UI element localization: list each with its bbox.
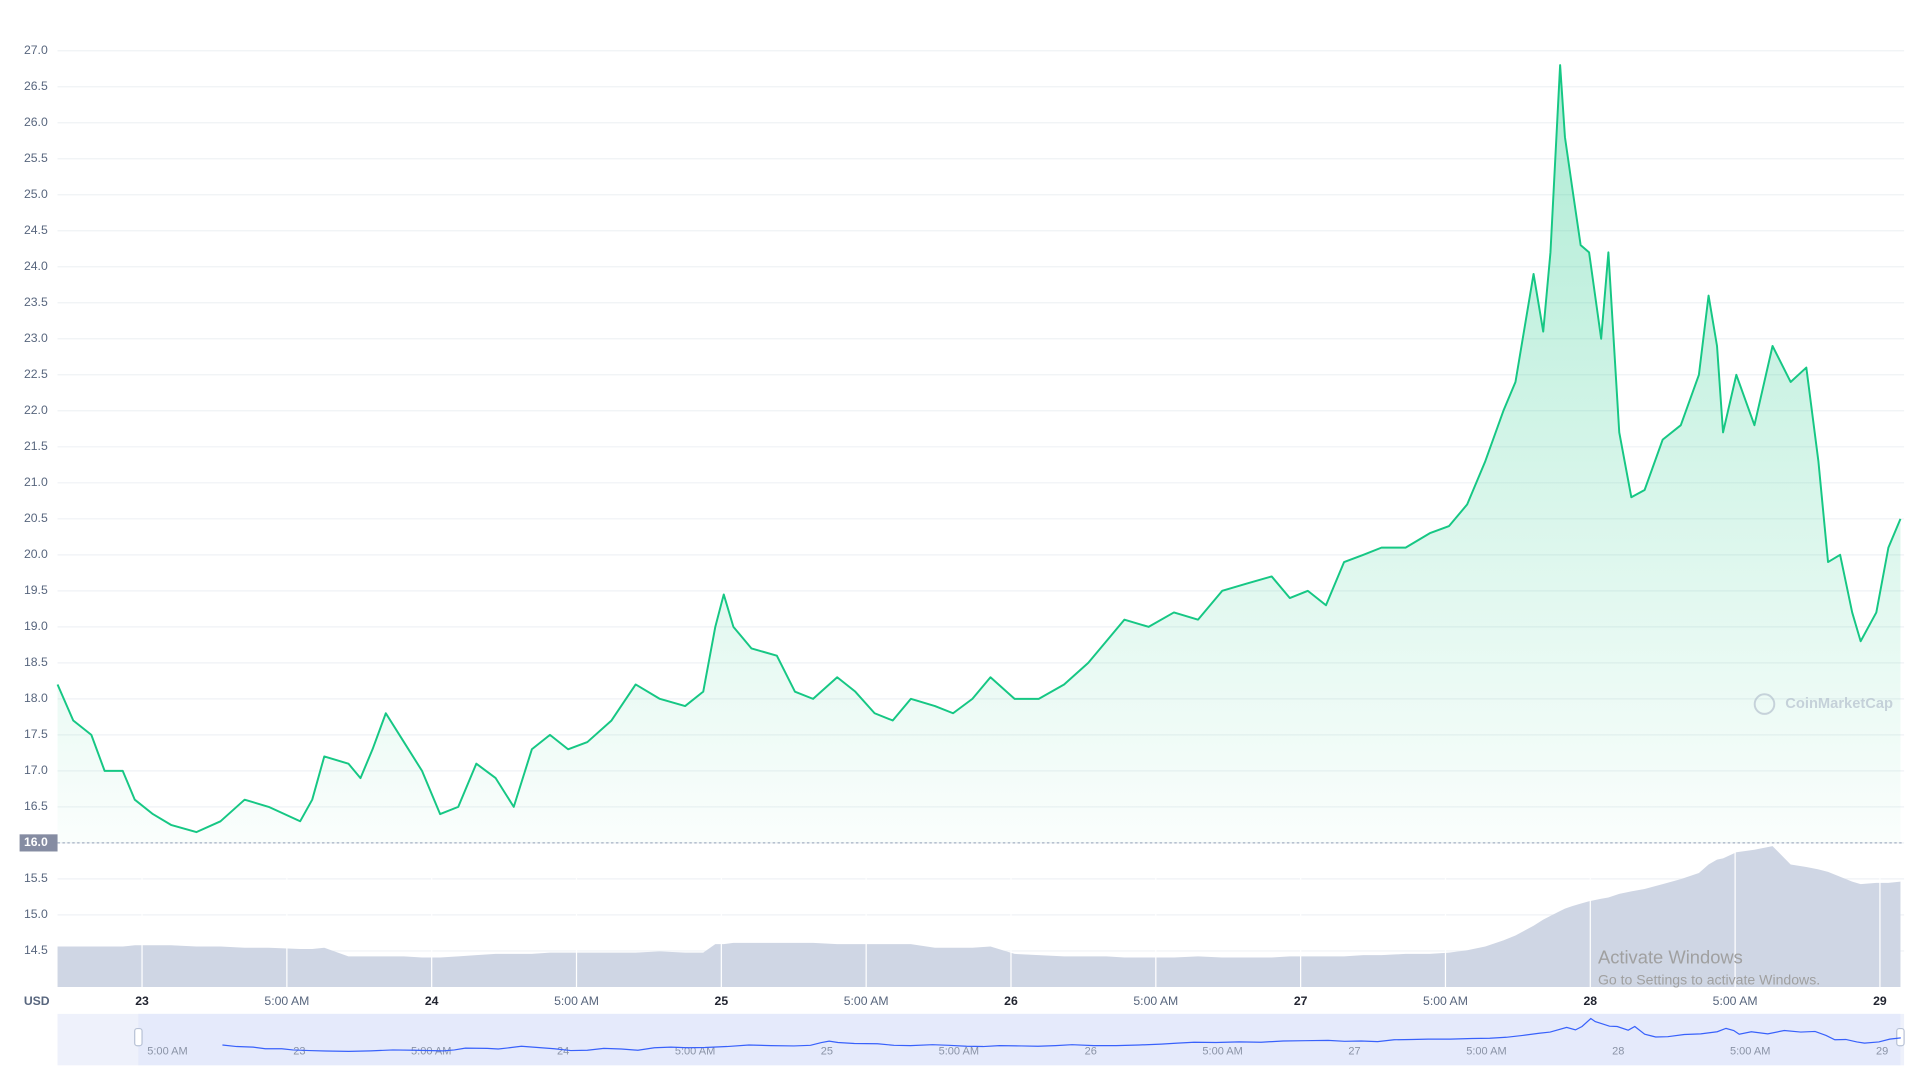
y-tick-label: 25.0 <box>24 187 48 201</box>
x-tick-label: 5:00 AM <box>844 994 889 1008</box>
y-tick-label: 22.0 <box>24 403 48 417</box>
watermark: CoinMarketCap <box>1753 693 1893 715</box>
y-tick-label: 23.0 <box>24 331 48 345</box>
x-tick-label: 24 <box>425 994 439 1008</box>
navigator-tick-label: 28 <box>1612 1046 1624 1058</box>
y-tick-label: 26.5 <box>24 79 48 93</box>
y-tick-label: 18.0 <box>24 691 48 705</box>
navigator-tick-label: 5:00 AM <box>411 1046 451 1058</box>
y-axis-label: USD <box>24 994 50 1008</box>
navigator-selection[interactable] <box>138 1013 1901 1066</box>
x-tick-label: 27 <box>1294 994 1308 1008</box>
y-tick-label: 25.5 <box>24 151 48 165</box>
navigator-tick-label: 24 <box>557 1046 569 1058</box>
x-tick-label: 23 <box>135 994 149 1008</box>
x-tick-label: 28 <box>1583 994 1597 1008</box>
navigator-tick-label: 5:00 AM <box>675 1046 715 1058</box>
y-tick-label: 16.0 <box>24 835 48 849</box>
x-tick-label: 5:00 AM <box>554 994 599 1008</box>
y-tick-label: 16.5 <box>24 799 48 813</box>
price-area <box>57 65 1901 843</box>
y-tick-label: 18.5 <box>24 655 48 669</box>
navigator-tick-label: 25 <box>821 1046 833 1058</box>
y-tick-label: 21.0 <box>24 475 48 489</box>
y-tick-label: 19.0 <box>24 619 48 633</box>
navigator-tick-label: 5:00 AM <box>939 1046 979 1058</box>
y-tick-label: 17.5 <box>24 727 48 741</box>
x-tick-label: 5:00 AM <box>264 994 309 1008</box>
os-overlay-title: Activate Windows <box>1598 947 1743 968</box>
navigator-tick-label: 5:00 AM <box>1730 1046 1770 1058</box>
navigator-handle[interactable] <box>134 1027 143 1047</box>
navigator-tick-label: 23 <box>293 1046 305 1058</box>
y-tick-label: 20.5 <box>24 511 48 525</box>
navigator-tick-label: 27 <box>1348 1046 1360 1058</box>
y-tick-label: 15.0 <box>24 907 48 921</box>
os-overlay-text: Go to Settings to activate Windows. <box>1598 972 1820 988</box>
y-tick-label: 15.5 <box>24 871 48 885</box>
y-tick-label: 19.5 <box>24 583 48 597</box>
navigator-tick-label: 5:00 AM <box>1466 1046 1506 1058</box>
x-tick-label: 25 <box>715 994 729 1008</box>
watermark-logo <box>1753 693 1776 715</box>
y-tick-label: 24.0 <box>24 259 48 273</box>
y-tick-label: 26.0 <box>24 115 48 129</box>
navigator-tick-label: 26 <box>1085 1046 1097 1058</box>
y-tick-label: 23.5 <box>24 295 48 309</box>
navigator-tick-label: 29 <box>1876 1046 1888 1058</box>
navigator-handle[interactable] <box>1896 1027 1905 1047</box>
volume-area <box>57 846 1901 987</box>
price-line <box>56 64 1902 834</box>
x-tick-label: 5:00 AM <box>1423 994 1468 1008</box>
y-tick-label: 27.0 <box>24 43 48 57</box>
y-tick-label: 14.5 <box>24 943 48 957</box>
x-tick-label: 5:00 AM <box>1713 994 1758 1008</box>
watermark-text: CoinMarketCap <box>1785 696 1893 712</box>
y-tick-label: 21.5 <box>24 439 48 453</box>
navigator-tick-label: 5:00 AM <box>147 1046 187 1058</box>
x-tick-label: 29 <box>1873 994 1887 1008</box>
y-tick-highlight <box>19 834 58 852</box>
y-tick-label: 24.5 <box>24 223 48 237</box>
y-tick-label: 20.0 <box>24 547 48 561</box>
x-tick-label: 5:00 AM <box>1133 994 1178 1008</box>
navigator-line <box>222 1017 1901 1052</box>
y-tick-label: 22.5 <box>24 367 48 381</box>
x-tick-label: 26 <box>1004 994 1018 1008</box>
y-tick-label: 17.0 <box>24 763 48 777</box>
navigator-tick-label: 5:00 AM <box>1202 1046 1242 1058</box>
